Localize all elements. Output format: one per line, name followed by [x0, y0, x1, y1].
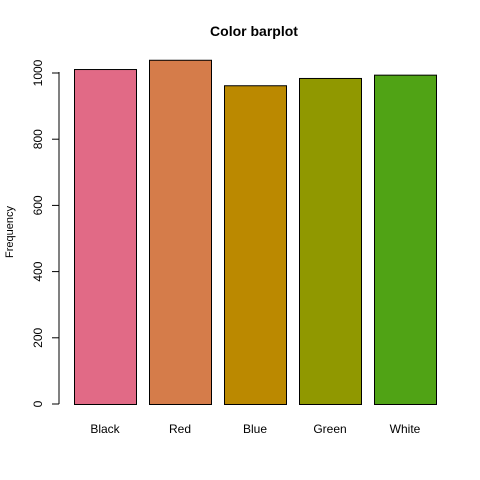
chart-title: Color barplot [210, 23, 298, 39]
y-axis-label: Frequency [4, 206, 16, 258]
y-tick-label-600: 600 [31, 195, 45, 215]
y-tick-label-200: 200 [31, 327, 45, 347]
bar-green [299, 77, 362, 405]
bar-white [374, 74, 437, 405]
y-tick-label-400: 400 [31, 261, 45, 281]
category-labels-group: Black Red Blue Green White [90, 422, 420, 436]
category-label-red: Red [169, 422, 191, 436]
bars-group [74, 59, 437, 405]
y-tick-label-0: 0 [31, 400, 45, 407]
bar-black [74, 69, 137, 405]
y-tick-label-800: 800 [31, 129, 45, 149]
category-label-white: White [390, 422, 421, 436]
bar-red [149, 59, 212, 405]
category-label-black: Black [90, 422, 120, 436]
category-label-green: Green [313, 422, 346, 436]
category-label-blue: Blue [243, 422, 267, 436]
bar-blue [224, 85, 287, 405]
y-ticks-group: 0 200 400 600 800 1000 [31, 59, 59, 407]
y-tick-label-1000: 1000 [31, 59, 45, 86]
